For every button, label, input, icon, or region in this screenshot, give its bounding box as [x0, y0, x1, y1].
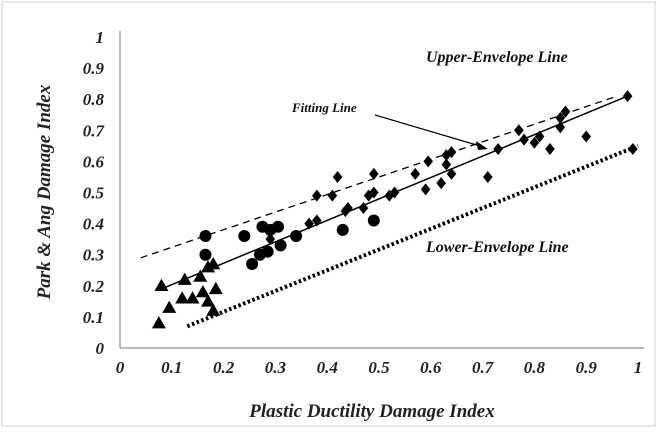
circle-point	[336, 223, 349, 236]
triangle-point	[206, 257, 221, 270]
y-tick-label: 0.7	[83, 121, 106, 140]
diamond-point	[389, 186, 400, 199]
diamond-point	[628, 142, 638, 155]
diamond-point	[555, 121, 566, 134]
y-tick-label: 0.6	[83, 152, 105, 171]
y-tick-label: 0	[96, 339, 105, 358]
triangle-point	[151, 316, 166, 329]
triangle-point	[208, 281, 223, 295]
x-tick-label: 0.6	[420, 358, 442, 377]
outer-border	[1, 1, 656, 427]
diamond-point	[312, 214, 322, 227]
diamond-point	[340, 205, 351, 218]
y-tick-label: 0.4	[83, 215, 104, 234]
data-points	[151, 90, 638, 329]
diamond-point	[327, 189, 338, 202]
fitting-line-label: Fitting Line	[291, 100, 357, 115]
triangle-point	[177, 272, 192, 285]
diamond-point	[529, 136, 540, 149]
circle-point	[274, 239, 287, 252]
diamond-point	[446, 146, 457, 159]
diamond-point	[410, 167, 421, 180]
x-tick-label: 0.5	[368, 358, 390, 377]
diamond-point	[581, 130, 591, 143]
x-tick-labels: 0 0.1 0.2 0.3 0.4 0.5 0.6 0.7 0.8 0.9 1	[116, 358, 643, 377]
circle-point	[199, 248, 212, 261]
y-tick-label: 0.3	[83, 246, 105, 265]
diamond-point	[358, 202, 369, 215]
y-tick-label: 0.5	[83, 184, 105, 203]
x-tick-label: 0	[116, 358, 125, 377]
x-tick-label: 1	[634, 358, 643, 377]
y-tick-label: 0.9	[83, 59, 105, 78]
diamond-point	[423, 155, 434, 168]
x-axis-title: Plastic Ductility Damage Index	[248, 401, 495, 422]
circle-point	[367, 214, 380, 227]
circle-point	[199, 230, 212, 243]
diamond-point	[622, 90, 633, 103]
y-tick-labels: 0 0.1 0.2 0.3 0.4 0.5 0.6 0.7 0.8 0.9 1	[83, 28, 106, 358]
diamond-point	[534, 130, 545, 143]
triangle-point	[154, 278, 169, 292]
diamond-point	[560, 105, 571, 118]
y-tick-label: 0.1	[83, 308, 104, 327]
triangle-point	[201, 294, 216, 307]
diamond-point	[441, 158, 452, 171]
triangle-point	[195, 285, 210, 298]
triangle-point	[175, 291, 190, 304]
upper-envelope-label: Upper-Envelope Line	[426, 49, 568, 66]
y-tick-label: 0.2	[83, 277, 105, 296]
y-tick-label: 1	[96, 28, 105, 47]
diamond-point	[441, 149, 452, 162]
y-axis-title: Park & Ang Damage Index	[34, 84, 55, 300]
fitting-line-arrow	[374, 114, 481, 147]
x-tick-label: 0.3	[265, 358, 287, 377]
x-tick-label: 0.8	[524, 358, 546, 377]
diamond-point	[555, 111, 566, 124]
diamond-point	[482, 170, 493, 183]
diamond-point	[265, 233, 276, 246]
arrowhead-icon	[476, 141, 488, 150]
y-tick-label: 0.8	[83, 90, 105, 109]
circle-point	[261, 245, 274, 258]
circle-point	[290, 230, 303, 243]
x-tick-label: 0.9	[576, 358, 598, 377]
diamond-point	[519, 133, 529, 146]
diamond-point	[384, 189, 395, 202]
diamond-point	[493, 142, 503, 155]
diamond-point	[343, 202, 353, 215]
diamond-point	[446, 167, 457, 180]
diamond-point	[545, 142, 555, 155]
diamond-point	[312, 189, 322, 202]
circle-point	[271, 220, 284, 233]
diamond-point	[369, 186, 379, 199]
diamond-point	[304, 217, 314, 230]
axes	[119, 31, 644, 349]
lower-envelope-label: Lower-Envelope Line	[425, 239, 569, 256]
x-tick-label: 0.4	[317, 358, 338, 377]
circle-point	[246, 258, 259, 271]
diamond-point	[514, 124, 524, 137]
circle-point	[238, 230, 251, 243]
lower-envelope-line	[186, 143, 639, 329]
diamond-point	[369, 167, 379, 180]
x-tick-label: 0.2	[213, 358, 235, 377]
triangle-point	[206, 303, 221, 316]
triangle-point	[185, 291, 200, 304]
diamond-point	[436, 177, 446, 190]
x-tick-label: 0.1	[161, 358, 182, 377]
x-tick-label: 0.7	[472, 358, 495, 377]
diamond-point	[420, 183, 431, 196]
diamond-point	[332, 170, 343, 183]
triangle-point	[193, 269, 208, 282]
triangle-point	[162, 300, 177, 313]
